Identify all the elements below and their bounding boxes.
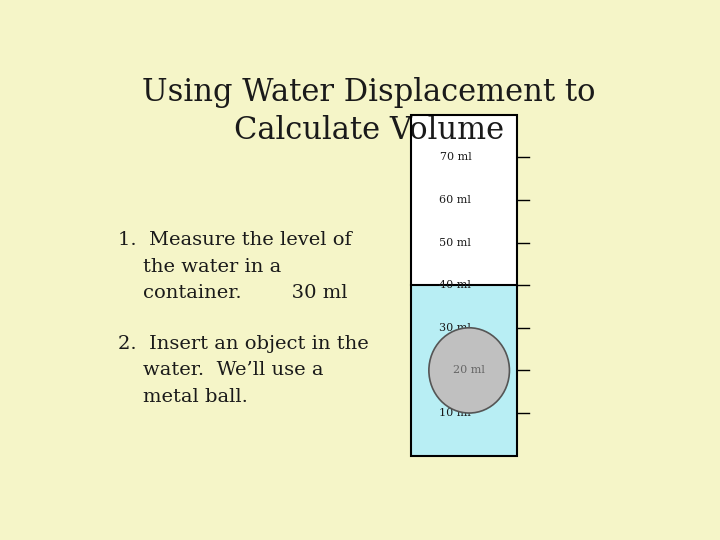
Text: 30 ml: 30 ml [439,323,472,333]
Text: 40 ml: 40 ml [439,280,472,290]
Text: 50 ml: 50 ml [439,238,472,247]
Text: Using Water Displacement to
Calculate Volume: Using Water Displacement to Calculate Vo… [143,77,595,146]
Ellipse shape [429,328,510,413]
Bar [411,285,517,456]
Text: 60 ml: 60 ml [439,195,472,205]
Text: 70 ml: 70 ml [439,152,472,163]
Text: 20 ml: 20 ml [439,366,472,375]
Bar [411,114,517,456]
Text: 10 ml: 10 ml [439,408,472,418]
Text: 2.  Insert an object in the
    water.  We’ll use a
    metal ball.: 2. Insert an object in the water. We’ll … [118,335,369,406]
Text: 1.  Measure the level of
    the water in a
    container.        30 ml: 1. Measure the level of the water in a c… [118,231,351,302]
Bar [411,114,517,456]
Text: 20 ml: 20 ml [453,366,485,375]
